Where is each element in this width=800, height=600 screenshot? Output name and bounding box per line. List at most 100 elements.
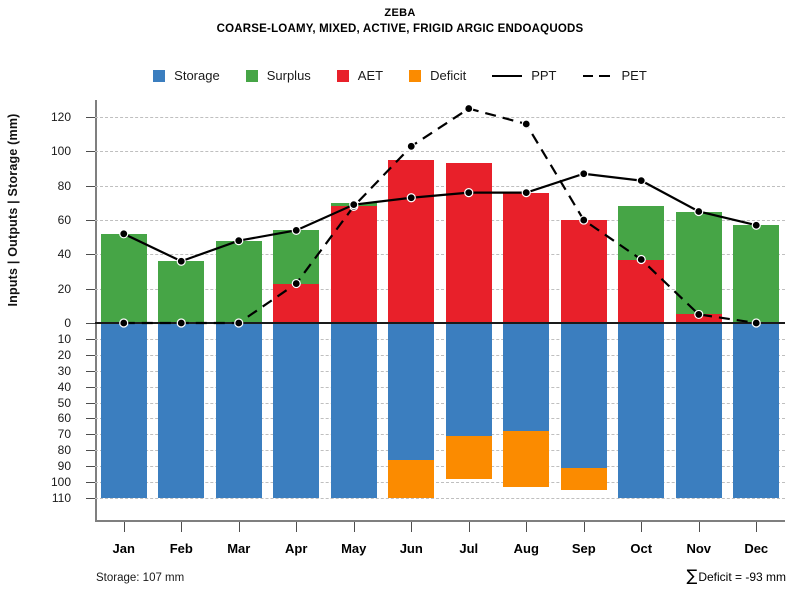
y-tick-label-lower-10: 10 <box>57 331 71 346</box>
y-axis-title: Inputs | Outputs | Storage (mm) <box>6 113 20 307</box>
legend-item-surplus[interactable]: Surplus <box>245 68 311 83</box>
y-tick-label-upper-80: 80 <box>57 178 71 193</box>
legend-item-pet[interactable]: PET <box>582 68 647 83</box>
y-tick-label-lower-40: 40 <box>57 379 71 394</box>
y-tick-mark-lower-110 <box>86 498 95 499</box>
legend-item-storage[interactable]: Storage <box>153 68 220 83</box>
y-tick-mark-upper-40 <box>86 254 95 256</box>
x-tick-label-jul: Jul <box>459 541 479 556</box>
plot-area: 0 20 40 60 80 100 120 10 20 30 40 50 60 70 80 90 100 110 <box>51 100 785 521</box>
y-tick-mark-upper-80 <box>86 185 95 187</box>
sigma-icon: ∑ <box>686 566 698 585</box>
title-block: ZEBA COARSE-LOAMY, MIXED, ACTIVE, FRIGID… <box>0 6 800 37</box>
x-tick-mark-jan <box>123 522 125 532</box>
dashed-line <box>582 70 613 82</box>
gridline-lower-100 <box>95 482 785 484</box>
y-tick-mark-upper-20 <box>86 288 95 290</box>
solid-line <box>492 70 523 82</box>
gridline-upper-80 <box>95 185 785 187</box>
y-tick-label-lower-110: 110 <box>51 491 71 505</box>
gridline-lower-60 <box>95 418 785 420</box>
x-tick-mark-dec <box>756 522 758 532</box>
y-tick-mark-upper-100 <box>86 151 95 153</box>
x-axis-line <box>95 520 785 522</box>
bar-storage-may <box>330 323 377 498</box>
x-tick-label-feb: Feb <box>169 541 193 556</box>
pet-point-jun <box>406 141 416 151</box>
bar-storage-jan <box>100 323 147 498</box>
pet-point-aug <box>521 119 531 129</box>
y-tick-label-lower-100: 100 <box>50 475 71 490</box>
y-tick-label-upper-40: 40 <box>57 247 71 262</box>
legend-item-ppt[interactable]: PPT <box>492 68 557 83</box>
bar-storage-jun <box>388 323 435 460</box>
x-tick-mark-aug <box>526 522 528 532</box>
bar-deficit-aug <box>503 431 550 487</box>
bar-surplus-feb <box>158 261 205 323</box>
legend-item-aet[interactable]: AET <box>336 68 384 83</box>
bar-aet-aug <box>503 192 550 323</box>
x-tick-label-apr: Apr <box>285 541 308 556</box>
gridline-lower-20 <box>95 354 785 356</box>
legend-label: PPT <box>531 68 557 83</box>
y-tick-label-lower-20: 20 <box>57 347 71 362</box>
x-tick-mark-may <box>353 522 355 532</box>
gridline-lower-110 <box>95 498 785 499</box>
bar-surplus-mar <box>215 240 262 323</box>
legend-label: AET <box>357 68 384 83</box>
y-tick-mark-upper-0 <box>86 323 95 324</box>
y-tick-label-upper-0: 0 <box>64 316 71 330</box>
bar-surplus-apr <box>273 230 320 284</box>
bar-surplus-may <box>330 202 377 207</box>
y-tick-label-upper-60: 60 <box>57 213 71 228</box>
square-swatch <box>409 69 422 82</box>
x-tick-label-jan: Jan <box>112 541 135 556</box>
bar-surplus-nov <box>675 211 722 315</box>
bar-surplus-jan <box>100 233 147 323</box>
x-tick-label-dec: Dec <box>744 541 769 556</box>
gridline-lower-50 <box>95 402 785 404</box>
x-tick-mark-apr <box>296 522 298 532</box>
gridline-upper-100 <box>95 151 785 153</box>
storage-total-note: Storage: 107 mm <box>96 572 185 584</box>
ppt-point-sep <box>579 169 589 179</box>
y-tick-mark-lower-40 <box>86 386 95 388</box>
gridline-upper-120 <box>95 117 785 119</box>
x-tick-label-may: May <box>341 541 367 556</box>
y-tick-mark-lower-20 <box>86 354 95 356</box>
legend-label: Deficit <box>430 68 467 83</box>
y-tick-mark-lower-100 <box>86 482 95 484</box>
bar-storage-aug <box>503 323 550 432</box>
bar-aet-oct <box>618 259 665 323</box>
x-tick-label-oct: Oct <box>630 541 653 556</box>
x-tick-mark-sep <box>583 522 585 532</box>
page-subtitle: COARSE-LOAMY, MIXED, ACTIVE, FRIGID ARGI… <box>216 23 584 35</box>
bar-aet-may <box>330 206 377 323</box>
y-tick-label-lower-50: 50 <box>57 395 71 410</box>
y-tick-mark-upper-60 <box>86 220 95 222</box>
bar-storage-dec <box>733 323 780 498</box>
bar-surplus-dec <box>733 225 780 323</box>
gridline-lower-10 <box>95 338 785 340</box>
y-tick-mark-lower-70 <box>86 434 95 436</box>
legend-label: Surplus <box>266 68 311 83</box>
x-tick-mark-feb <box>181 522 183 532</box>
x-tick-mark-nov <box>698 522 700 532</box>
y-tick-mark-lower-90 <box>86 466 95 468</box>
bar-storage-nov <box>675 323 722 498</box>
bar-storage-feb <box>158 323 205 498</box>
zero-baseline <box>95 322 785 324</box>
pet-point-jul <box>464 103 474 114</box>
bar-storage-jul <box>445 323 492 436</box>
bar-storage-apr <box>273 323 320 498</box>
legend-item-deficit[interactable]: Deficit <box>409 68 466 83</box>
bar-surplus-oct <box>618 206 665 260</box>
y-tick-label-lower-80: 80 <box>57 443 71 458</box>
gridline-lower-70 <box>95 434 785 436</box>
x-tick-label-mar: Mar <box>227 541 251 556</box>
bar-storage-sep <box>560 323 607 468</box>
legend-label: PET <box>621 68 647 83</box>
bar-storage-mar <box>215 323 262 498</box>
x-tick-label-sep: Sep <box>571 541 596 556</box>
